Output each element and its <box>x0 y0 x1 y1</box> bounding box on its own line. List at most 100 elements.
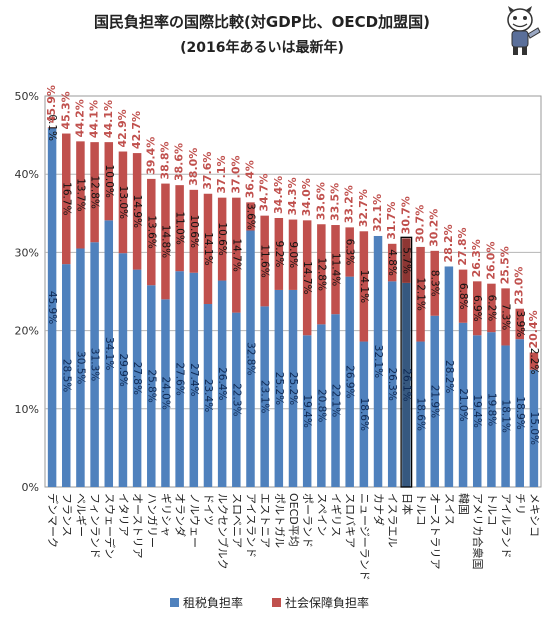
social-value-label: 6.3% <box>344 239 356 266</box>
bar-tax <box>76 248 85 487</box>
highlight-frame <box>400 236 413 488</box>
tax-value-label: 26.1% <box>400 368 412 401</box>
tax-value-label: 34.1% <box>103 337 115 370</box>
tax-value-label: 45.9% <box>46 291 58 324</box>
bar-social <box>331 225 340 315</box>
social-value-label: 13.0% <box>117 186 129 219</box>
social-value-label: 9.0% <box>287 241 299 268</box>
tax-value-label: 19.4% <box>301 394 313 427</box>
tax-value-label: 20.8% <box>315 389 327 422</box>
category-label: ハンガリー <box>145 493 158 548</box>
legend-label-tax: 租税負担率 <box>183 595 243 610</box>
social-value-label: 11.0% <box>174 211 186 244</box>
social-value-label: 14.7% <box>230 238 242 271</box>
tax-value-label: 25.2% <box>273 372 285 405</box>
category-label: 韓国 <box>457 493 470 515</box>
tax-value-label: 30.5% <box>74 351 86 384</box>
segment-labels: 45.9% 0.1% 28.5% 16.7% 30.5% 13.7% 31.3% 12.8% 3… <box>46 114 540 445</box>
tax-value-label: 22.1% <box>330 384 342 417</box>
tax-value-label: 32.1% <box>372 345 384 378</box>
category-label: メキシコ <box>528 493 541 537</box>
chart-subtitle: (2016年あるいは最新年) <box>180 39 344 56</box>
total-label: 33.5% <box>329 183 342 221</box>
bar-social <box>161 183 170 300</box>
social-value-label: 0.1% <box>46 114 58 141</box>
bar-tax <box>132 269 142 487</box>
tax-value-label: 19.4% <box>471 394 483 427</box>
bar-tax <box>175 271 184 487</box>
bar-tax <box>515 339 524 487</box>
tax-value-label: 25.2% <box>287 372 299 405</box>
total-label: 38.8% <box>158 141 171 179</box>
total-label: 42.9% <box>116 109 129 147</box>
category-label: アイルランド <box>500 493 513 558</box>
tax-value-label: 18.6% <box>415 398 427 431</box>
bar-social <box>274 217 284 290</box>
bar-social <box>118 151 128 254</box>
tax-value-label: 26.4% <box>216 367 228 400</box>
total-label: 30.7% <box>414 205 427 243</box>
total-label: 34.3% <box>286 177 299 215</box>
bar-tax <box>217 280 227 487</box>
bar-social <box>416 246 425 342</box>
total-label: 26.0% <box>484 242 497 280</box>
total-label: 38.6% <box>173 143 186 181</box>
category-label: アイスランド <box>244 493 257 558</box>
mascot-character-icon <box>507 6 541 55</box>
bar-social <box>402 238 411 283</box>
bar-tax <box>487 332 496 487</box>
total-label: 30.2% <box>428 209 441 247</box>
bar-social <box>359 231 369 342</box>
social-value-label: 14.9% <box>131 195 143 228</box>
social-value-label: 11.6% <box>259 244 271 277</box>
y-axis: 0% 10% 20% 30% 40% 50% <box>15 90 39 494</box>
social-value-label: 12.8% <box>89 176 101 209</box>
bar-social <box>246 202 255 231</box>
bar-social <box>317 224 326 325</box>
bar-tax <box>232 312 241 487</box>
category-label: フランス <box>60 493 73 537</box>
category-label: ドイツ <box>202 493 215 526</box>
bar-social <box>288 219 298 290</box>
bar-layer <box>47 127 539 488</box>
category-label: カナダ <box>372 493 386 526</box>
tax-value-label: 21.9% <box>429 385 441 418</box>
total-label: 33.2% <box>343 185 356 223</box>
bar-social <box>501 288 510 346</box>
social-value-label: 10.0% <box>103 165 115 198</box>
tax-value-label: 27.8% <box>131 362 143 395</box>
y-tick-label: 10% <box>15 403 39 416</box>
bar-social <box>472 281 482 336</box>
bar-tax <box>118 253 128 487</box>
category-label: イギリス <box>330 493 343 537</box>
social-value-label: 3.6% <box>244 203 256 230</box>
bar-social <box>260 215 269 307</box>
category-label: スペイン <box>315 493 328 536</box>
bar-tax <box>104 220 114 487</box>
total-label: 32.7% <box>357 189 370 227</box>
category-label: イスラエル <box>386 493 399 548</box>
bar-social <box>90 142 99 243</box>
social-value-label: 11.4% <box>330 253 342 286</box>
bar-social <box>104 142 114 221</box>
bar-tax <box>246 230 255 487</box>
chart-title: 国民負担率の国際比較(対GDP比、OECD加盟国) <box>94 13 430 31</box>
total-label: 28.2% <box>442 224 455 262</box>
social-value-label: 14.1% <box>202 232 214 265</box>
tax-value-label: 26.3% <box>386 367 398 400</box>
total-label: 32.1% <box>371 194 384 232</box>
bar-social <box>62 133 71 265</box>
tax-value-label: 28.5% <box>60 359 72 392</box>
bar-tax <box>62 264 71 487</box>
category-label: スロベニア <box>230 493 243 548</box>
bar-tax <box>444 266 454 487</box>
bar-social <box>147 178 156 286</box>
social-value-label: 14.8% <box>159 225 171 258</box>
category-label: フィンランド <box>89 493 102 559</box>
tax-value-label: 18.6% <box>358 398 370 431</box>
y-tick-label: 0% <box>22 481 39 494</box>
category-label: イタリア <box>117 493 130 537</box>
total-label: 44.1% <box>102 100 115 138</box>
bar-social <box>387 243 397 282</box>
x-axis-labels: デンマーク フランス ベルギー フィンランド スウェーデン イタリア オーストリア ハンガリー… <box>46 493 541 581</box>
